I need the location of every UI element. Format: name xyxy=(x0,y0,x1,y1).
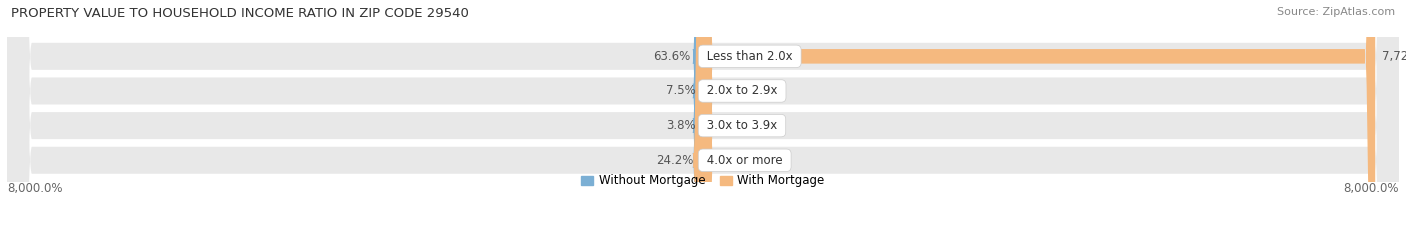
FancyBboxPatch shape xyxy=(693,0,713,233)
Text: 2.5%: 2.5% xyxy=(710,154,740,167)
Legend: Without Mortgage, With Mortgage: Without Mortgage, With Mortgage xyxy=(581,174,825,187)
Text: 63.6%: 63.6% xyxy=(654,50,690,63)
FancyBboxPatch shape xyxy=(7,0,1399,233)
FancyBboxPatch shape xyxy=(693,0,713,233)
Text: 3.8%: 3.8% xyxy=(666,119,696,132)
FancyBboxPatch shape xyxy=(696,0,713,233)
Text: 3.0x to 3.9x: 3.0x to 3.9x xyxy=(703,119,780,132)
FancyBboxPatch shape xyxy=(693,0,707,233)
FancyBboxPatch shape xyxy=(7,0,1399,233)
Text: Source: ZipAtlas.com: Source: ZipAtlas.com xyxy=(1277,7,1395,17)
Text: 7,727.0%: 7,727.0% xyxy=(1382,50,1406,63)
FancyBboxPatch shape xyxy=(7,0,1399,233)
Text: 24.2%: 24.2% xyxy=(657,154,695,167)
FancyBboxPatch shape xyxy=(693,0,713,233)
FancyBboxPatch shape xyxy=(703,0,1375,233)
Text: 4.0x or more: 4.0x or more xyxy=(703,154,786,167)
Text: 27.4%: 27.4% xyxy=(713,119,749,132)
FancyBboxPatch shape xyxy=(695,0,713,233)
Text: 46.5%: 46.5% xyxy=(714,85,751,97)
Text: 8,000.0%: 8,000.0% xyxy=(7,182,62,195)
Text: PROPERTY VALUE TO HOUSEHOLD INCOME RATIO IN ZIP CODE 29540: PROPERTY VALUE TO HOUSEHOLD INCOME RATIO… xyxy=(11,7,470,20)
FancyBboxPatch shape xyxy=(693,0,711,233)
Text: 8,000.0%: 8,000.0% xyxy=(1344,182,1399,195)
FancyBboxPatch shape xyxy=(7,0,1399,233)
Text: 2.0x to 2.9x: 2.0x to 2.9x xyxy=(703,85,782,97)
Text: Less than 2.0x: Less than 2.0x xyxy=(703,50,796,63)
Text: 7.5%: 7.5% xyxy=(665,85,696,97)
